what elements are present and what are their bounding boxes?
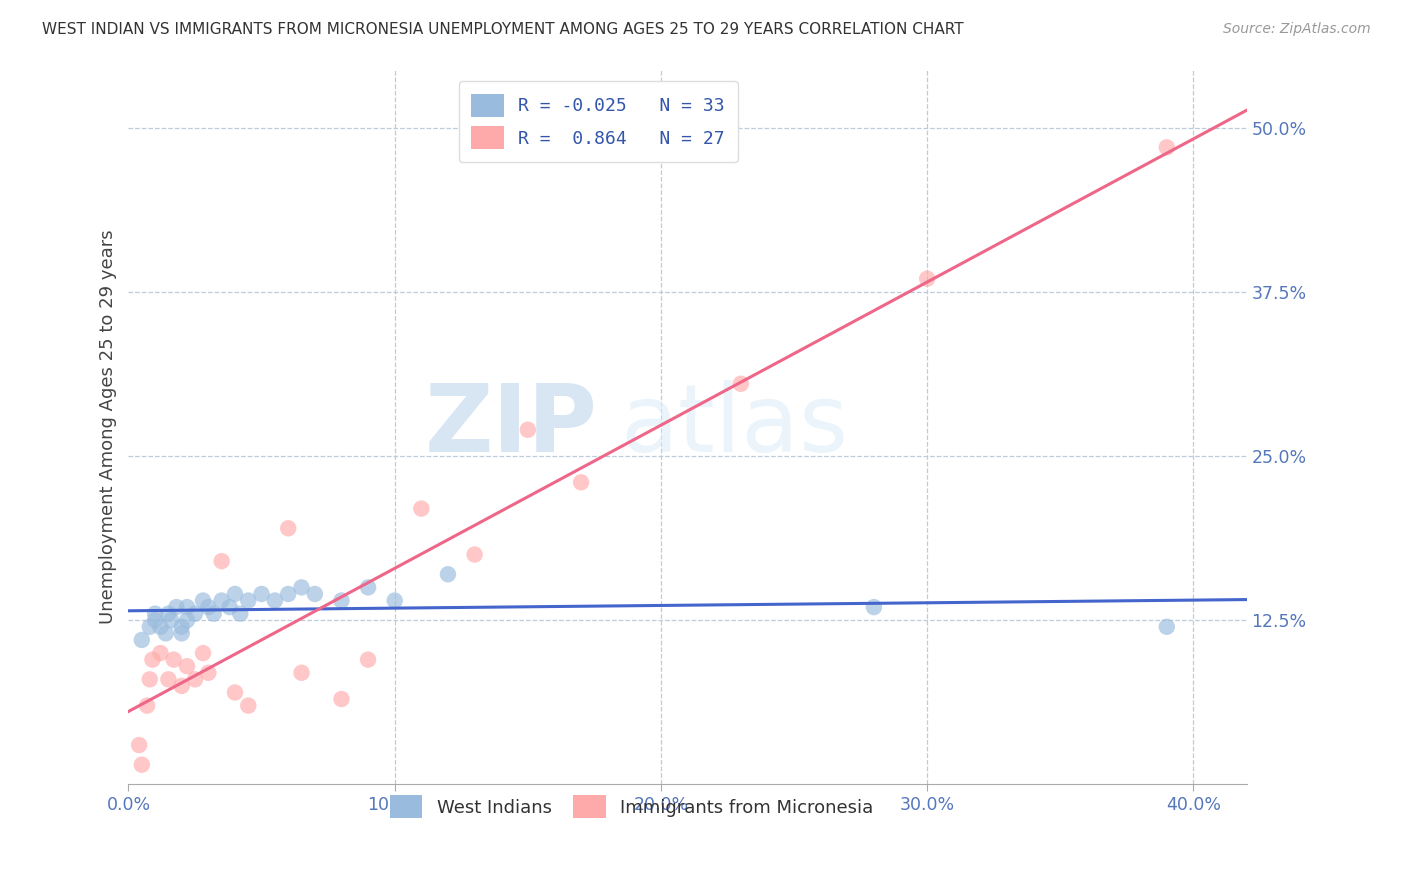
Point <box>191 593 214 607</box>
Point <box>157 673 180 687</box>
Point <box>264 593 287 607</box>
Legend: West Indians, Immigrants from Micronesia: West Indians, Immigrants from Micronesia <box>382 788 880 825</box>
Point <box>149 620 172 634</box>
Point <box>139 673 162 687</box>
Point <box>143 613 166 627</box>
Text: atlas: atlas <box>620 381 849 473</box>
Point <box>330 692 353 706</box>
Point <box>139 620 162 634</box>
Text: Source: ZipAtlas.com: Source: ZipAtlas.com <box>1223 22 1371 37</box>
Point <box>569 475 592 490</box>
Point <box>229 607 252 621</box>
Point <box>1156 140 1178 154</box>
Point <box>176 600 198 615</box>
Y-axis label: Unemployment Among Ages 25 to 29 years: Unemployment Among Ages 25 to 29 years <box>100 229 117 624</box>
Point <box>197 600 219 615</box>
Point <box>516 423 538 437</box>
Point <box>211 593 233 607</box>
Point <box>131 632 153 647</box>
Point <box>218 600 240 615</box>
Point <box>290 581 312 595</box>
Point <box>141 653 163 667</box>
Point <box>160 613 183 627</box>
Point <box>238 698 260 713</box>
Point <box>304 587 326 601</box>
Point <box>176 613 198 627</box>
Point <box>730 376 752 391</box>
Point <box>197 665 219 680</box>
Point <box>211 554 233 568</box>
Point <box>277 587 299 601</box>
Point <box>128 738 150 752</box>
Point <box>170 679 193 693</box>
Point <box>357 653 380 667</box>
Point <box>224 587 246 601</box>
Point <box>202 607 225 621</box>
Point <box>224 685 246 699</box>
Point <box>163 653 186 667</box>
Point <box>384 593 406 607</box>
Point <box>238 593 260 607</box>
Point <box>411 501 433 516</box>
Point <box>143 607 166 621</box>
Point <box>184 607 207 621</box>
Point <box>170 620 193 634</box>
Point <box>184 673 207 687</box>
Point <box>290 665 312 680</box>
Text: WEST INDIAN VS IMMIGRANTS FROM MICRONESIA UNEMPLOYMENT AMONG AGES 25 TO 29 YEARS: WEST INDIAN VS IMMIGRANTS FROM MICRONESI… <box>42 22 963 37</box>
Point <box>437 567 460 582</box>
Point <box>149 646 172 660</box>
Point <box>464 548 486 562</box>
Point <box>277 521 299 535</box>
Point <box>170 626 193 640</box>
Point <box>357 581 380 595</box>
Point <box>330 593 353 607</box>
Point <box>165 600 187 615</box>
Point <box>250 587 273 601</box>
Point <box>157 607 180 621</box>
Point <box>191 646 214 660</box>
Point <box>136 698 159 713</box>
Point <box>863 600 886 615</box>
Point <box>1156 620 1178 634</box>
Point <box>176 659 198 673</box>
Point <box>131 757 153 772</box>
Text: ZIP: ZIP <box>425 381 598 473</box>
Point <box>155 626 177 640</box>
Point <box>915 271 938 285</box>
